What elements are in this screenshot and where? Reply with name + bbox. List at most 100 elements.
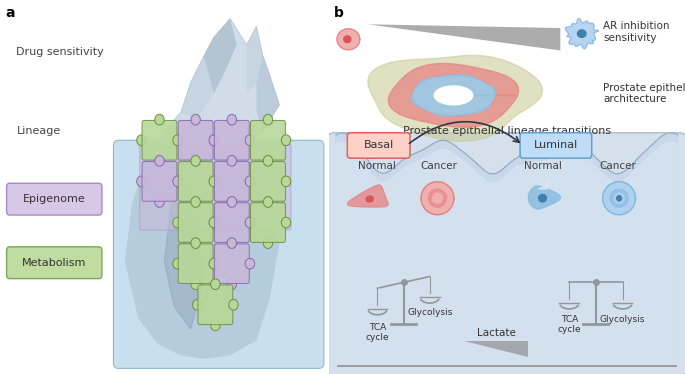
Polygon shape <box>538 181 551 189</box>
Text: Basal: Basal <box>364 141 394 150</box>
FancyBboxPatch shape <box>7 247 102 279</box>
Circle shape <box>137 135 146 145</box>
FancyBboxPatch shape <box>114 140 324 368</box>
Polygon shape <box>411 74 496 116</box>
Text: Prostate epithelial lineage transitions: Prostate epithelial lineage transitions <box>403 126 611 136</box>
Circle shape <box>191 156 200 166</box>
Circle shape <box>173 135 182 145</box>
Circle shape <box>209 217 219 228</box>
Text: Epigenome: Epigenome <box>23 194 86 204</box>
FancyBboxPatch shape <box>251 162 286 201</box>
Polygon shape <box>528 186 560 209</box>
Circle shape <box>173 217 182 228</box>
Circle shape <box>245 176 255 187</box>
Text: b: b <box>334 6 344 19</box>
Polygon shape <box>429 189 447 207</box>
Polygon shape <box>368 24 560 50</box>
Polygon shape <box>347 185 388 207</box>
FancyBboxPatch shape <box>198 285 233 325</box>
Circle shape <box>191 197 200 207</box>
Circle shape <box>211 279 220 289</box>
Circle shape <box>191 279 200 289</box>
FancyBboxPatch shape <box>214 162 249 201</box>
Circle shape <box>209 135 219 145</box>
Circle shape <box>263 197 273 207</box>
Text: Lactate: Lactate <box>477 328 516 338</box>
Polygon shape <box>368 55 543 141</box>
Polygon shape <box>336 133 678 367</box>
Polygon shape <box>432 193 443 203</box>
Text: Cancer: Cancer <box>599 162 636 171</box>
Text: Luminal: Luminal <box>534 141 578 150</box>
Circle shape <box>209 258 219 269</box>
Text: Normal: Normal <box>358 162 396 171</box>
Circle shape <box>227 279 236 289</box>
Polygon shape <box>337 29 360 50</box>
Circle shape <box>155 156 164 166</box>
Circle shape <box>227 238 236 248</box>
Circle shape <box>282 217 290 228</box>
Polygon shape <box>577 30 586 37</box>
Circle shape <box>173 176 182 187</box>
Circle shape <box>173 258 182 269</box>
Polygon shape <box>434 86 473 105</box>
Circle shape <box>263 197 273 207</box>
Text: TCA
cycle: TCA cycle <box>558 315 581 334</box>
Polygon shape <box>464 341 528 357</box>
Circle shape <box>245 217 255 228</box>
Polygon shape <box>336 142 678 367</box>
Polygon shape <box>366 196 373 202</box>
Polygon shape <box>181 56 214 120</box>
Circle shape <box>173 135 182 145</box>
Circle shape <box>209 176 219 187</box>
FancyBboxPatch shape <box>142 162 177 201</box>
FancyBboxPatch shape <box>251 203 286 242</box>
Circle shape <box>155 114 164 125</box>
Circle shape <box>227 156 236 166</box>
Polygon shape <box>421 182 454 215</box>
Circle shape <box>211 320 220 331</box>
Text: Prostate epithelial
architecture: Prostate epithelial architecture <box>603 83 685 104</box>
Circle shape <box>263 156 273 166</box>
Circle shape <box>173 176 182 187</box>
Circle shape <box>227 197 236 207</box>
Text: Glycolysis: Glycolysis <box>600 315 645 324</box>
Circle shape <box>192 300 202 310</box>
FancyBboxPatch shape <box>178 244 213 283</box>
Circle shape <box>227 238 236 248</box>
FancyBboxPatch shape <box>142 120 177 160</box>
Circle shape <box>245 176 255 187</box>
Polygon shape <box>125 153 279 359</box>
Polygon shape <box>388 64 519 127</box>
Polygon shape <box>614 193 624 203</box>
Circle shape <box>245 258 255 269</box>
Circle shape <box>191 238 200 248</box>
Circle shape <box>209 258 219 269</box>
Circle shape <box>191 114 200 125</box>
Polygon shape <box>247 26 263 94</box>
Circle shape <box>209 135 219 145</box>
Circle shape <box>263 238 273 248</box>
Circle shape <box>245 135 255 145</box>
FancyBboxPatch shape <box>178 203 213 242</box>
Circle shape <box>191 238 200 248</box>
Circle shape <box>227 197 236 207</box>
Text: a: a <box>5 6 14 19</box>
Circle shape <box>155 156 164 166</box>
Circle shape <box>227 156 236 166</box>
Circle shape <box>209 217 219 228</box>
Polygon shape <box>565 19 599 49</box>
Polygon shape <box>538 194 547 202</box>
FancyBboxPatch shape <box>347 133 410 158</box>
Circle shape <box>191 156 200 166</box>
Circle shape <box>245 135 255 145</box>
Circle shape <box>191 197 200 207</box>
Circle shape <box>209 176 219 187</box>
Circle shape <box>282 176 290 187</box>
Polygon shape <box>164 168 204 329</box>
Polygon shape <box>603 182 636 215</box>
Polygon shape <box>256 56 279 131</box>
Text: TCA
cycle: TCA cycle <box>366 323 389 342</box>
Text: Normal: Normal <box>523 162 562 171</box>
Polygon shape <box>204 19 237 94</box>
